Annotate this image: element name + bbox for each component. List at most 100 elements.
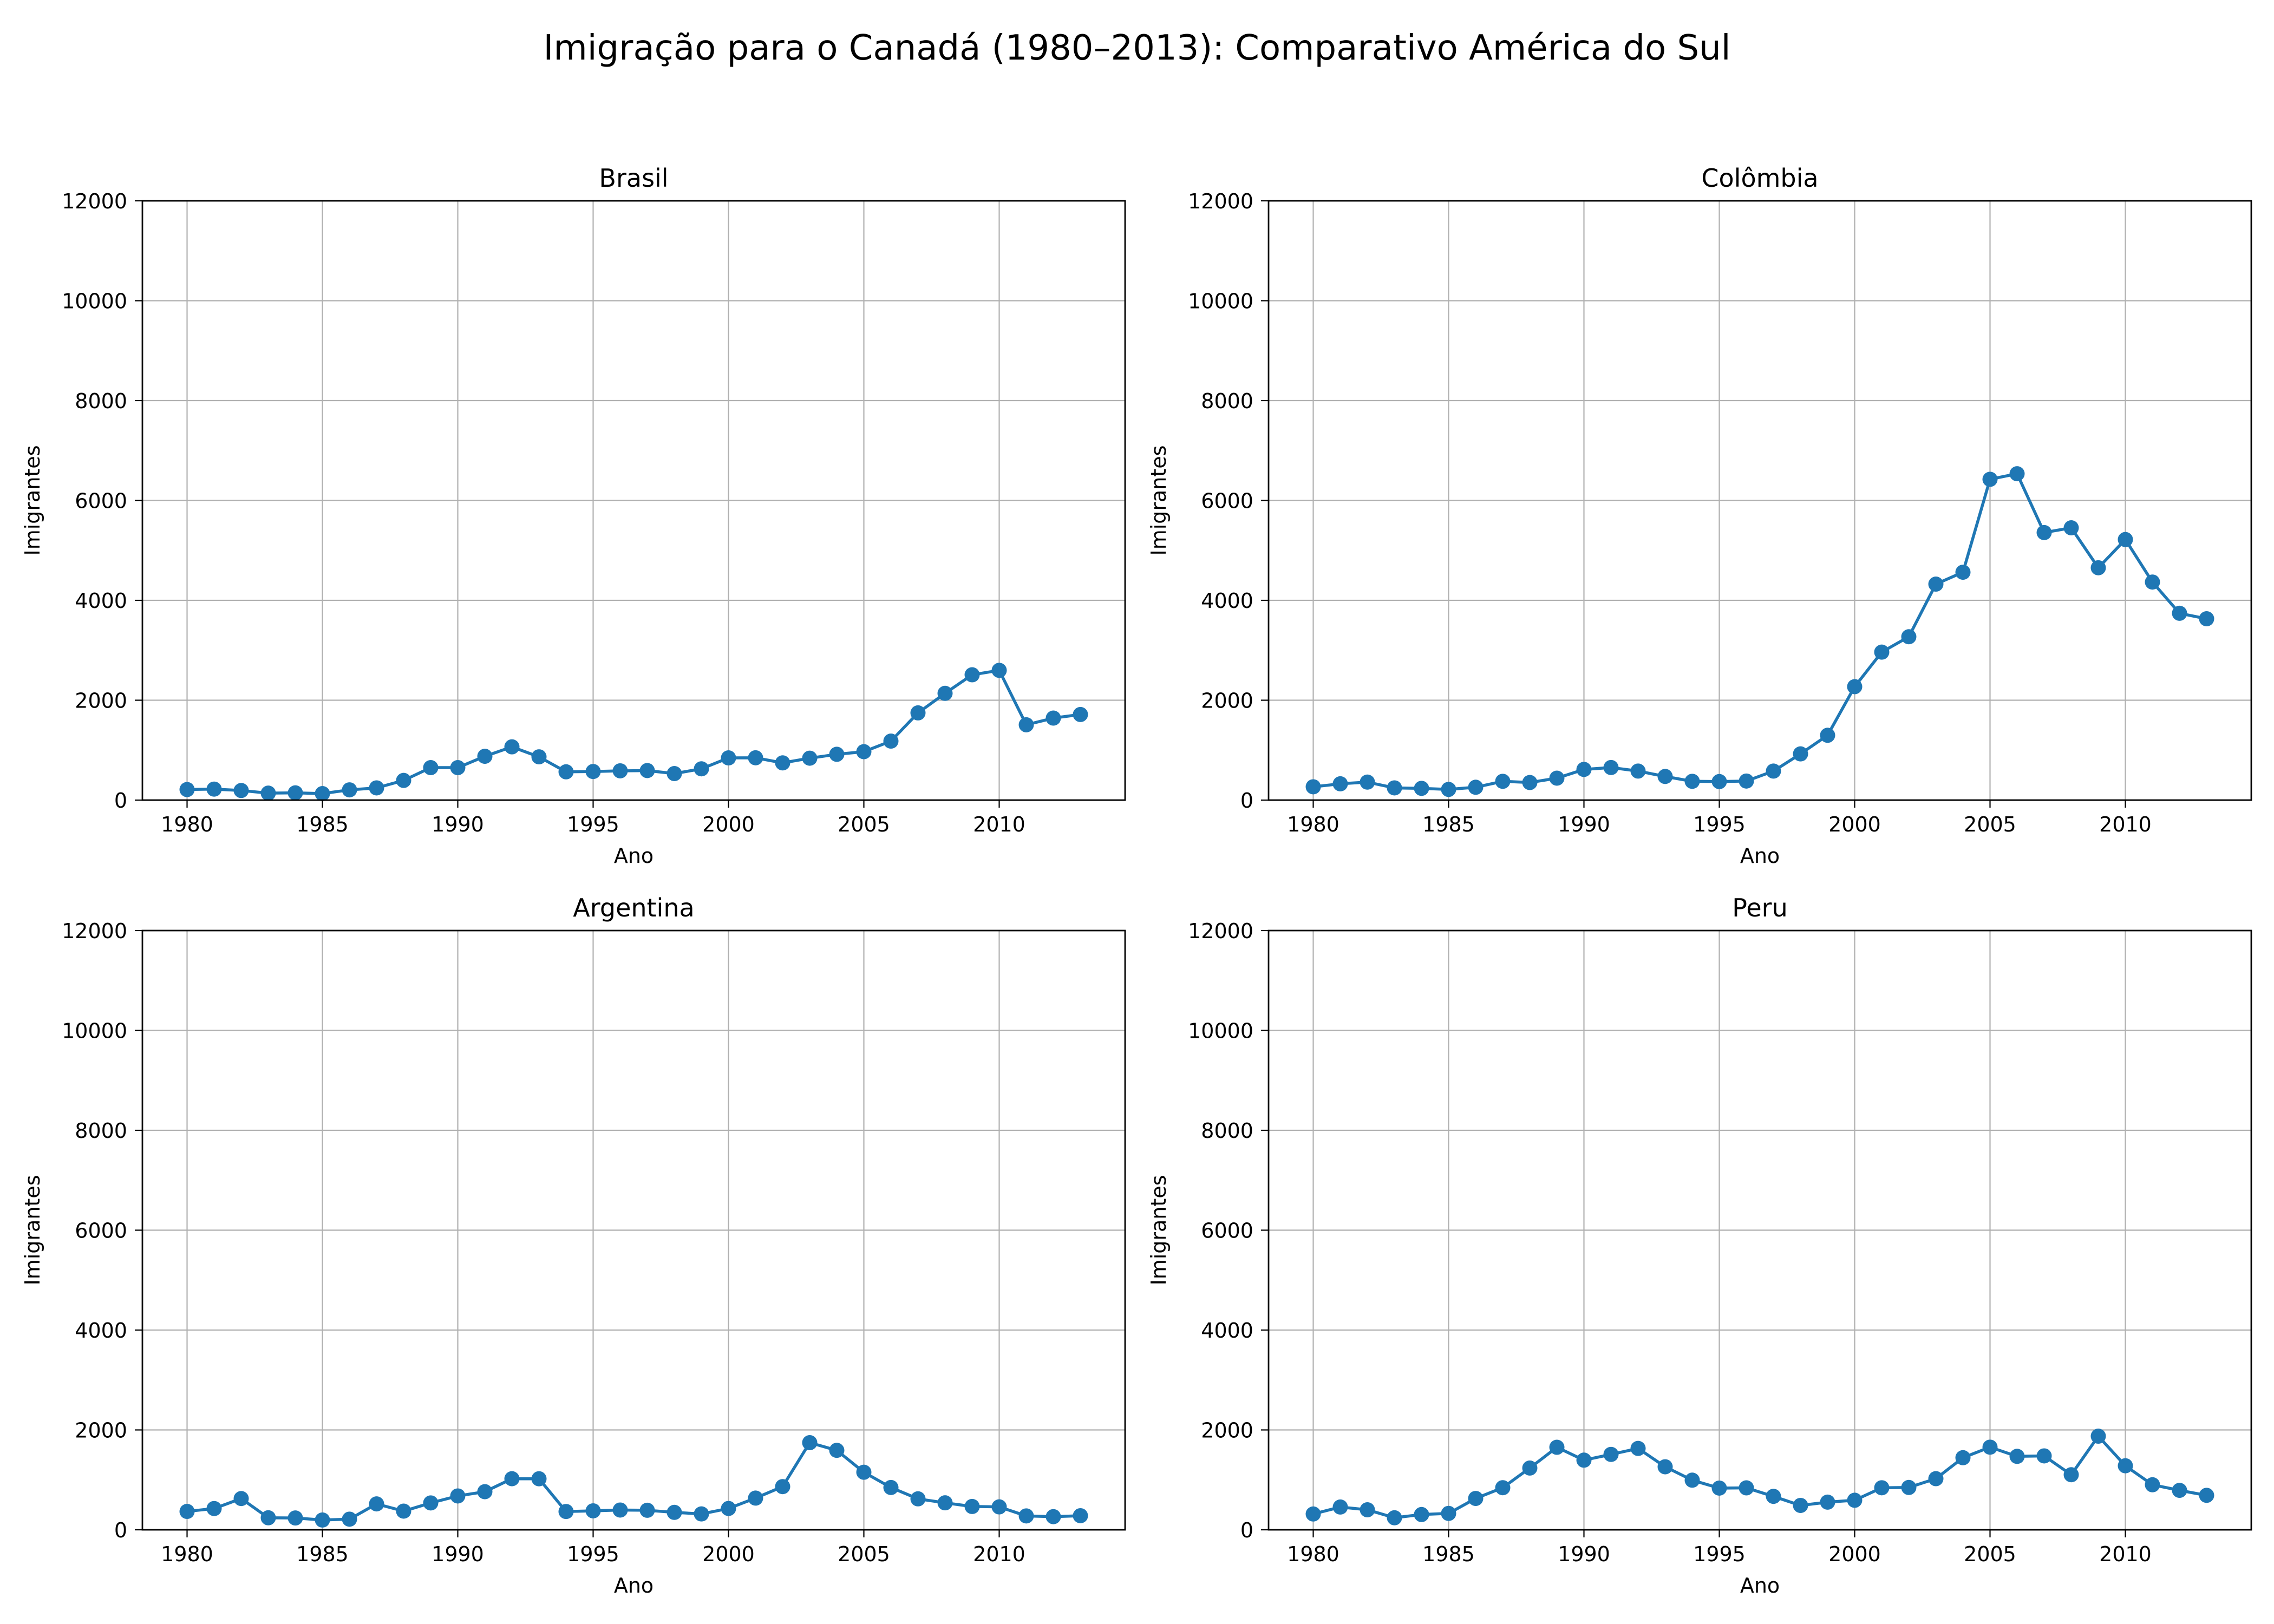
y-tick-label: 6000: [75, 1219, 127, 1243]
y-tick-label: 0: [1240, 789, 1253, 813]
data-point: [1657, 769, 1673, 784]
x-tick-label: 2010: [2099, 813, 2152, 836]
y-tick-label: 2000: [1201, 1419, 1253, 1443]
data-point: [1874, 644, 1890, 660]
y-tick-label: 0: [114, 1518, 127, 1542]
series-line-peru: [1311, 1435, 2208, 1520]
data-point: [748, 1490, 763, 1506]
data-point: [1901, 1479, 1917, 1495]
data-point: [1711, 1480, 1727, 1496]
data-point: [937, 1495, 953, 1511]
y-tick-label: 2000: [1201, 689, 1253, 713]
data-point: [1045, 1509, 1061, 1524]
data-point: [2009, 466, 2025, 482]
data-point: [639, 763, 655, 778]
data-point: [1847, 679, 1863, 695]
data-point: [1576, 762, 1592, 777]
y-tick-label: 0: [1240, 1518, 1253, 1542]
y-axis-label: Imigrantes: [21, 446, 44, 556]
data-point: [1955, 1450, 1971, 1465]
chart-argentina: 1980 1985 1990 1995 2000 2005 2010 0 2000 4000 600…: [21, 893, 1126, 1597]
y-tick-label: 2000: [75, 1419, 127, 1443]
data-point: [1332, 776, 1348, 791]
data-point: [1073, 706, 1088, 722]
data-point: [315, 786, 330, 802]
data-point: [829, 746, 845, 762]
data-point: [1982, 472, 1998, 487]
data-point: [856, 744, 872, 759]
data-point: [450, 760, 466, 776]
data-point: [1414, 1507, 1429, 1522]
data-point: [1874, 1480, 1890, 1496]
y-tick-label: 12000: [1188, 189, 1253, 213]
x-tick-label: 1990: [432, 1542, 484, 1566]
x-tick-label: 2010: [973, 1542, 1025, 1566]
data-point: [1360, 1502, 1375, 1518]
data-point: [1766, 1489, 1781, 1504]
data-point: [937, 685, 953, 701]
y-tick-label: 6000: [75, 489, 127, 513]
data-point: [206, 1501, 222, 1516]
data-point: [396, 1503, 411, 1519]
y-tick-label: 8000: [75, 1119, 127, 1143]
y-tick-label: 4000: [1201, 589, 1253, 613]
panel-title: Peru: [1732, 893, 1787, 922]
x-tick-label: 1995: [1693, 813, 1746, 836]
y-tick-label: 12000: [62, 919, 127, 943]
data-point: [775, 755, 790, 771]
data-point: [1739, 773, 1754, 789]
data-point: [1549, 770, 1565, 786]
data-point: [206, 781, 222, 797]
data-point: [829, 1443, 845, 1458]
data-point: [1603, 759, 1619, 775]
data-point: [1630, 1440, 1646, 1456]
x-tick-label: 2005: [838, 1542, 890, 1566]
data-point: [612, 1502, 628, 1518]
data-point: [1711, 774, 1727, 789]
y-tick-label: 4000: [75, 589, 127, 613]
data-point: [1576, 1452, 1592, 1468]
data-point: [1820, 1494, 1835, 1510]
data-point: [369, 1496, 384, 1512]
data-point: [1522, 1460, 1538, 1476]
series-line-argentina: [185, 1441, 1082, 1522]
data-point: [1387, 780, 1402, 796]
data-point: [1441, 1505, 1456, 1521]
data-point: [1684, 774, 1700, 789]
x-tick-label: 2005: [1964, 1542, 2016, 1566]
data-point: [1045, 710, 1061, 726]
x-tick-label: 1990: [1558, 1542, 1610, 1566]
y-tick-label: 4000: [75, 1319, 127, 1343]
y-axis-label: Imigrantes: [1147, 446, 1171, 556]
data-point: [883, 734, 899, 749]
y-tick-label: 10000: [1188, 290, 1253, 313]
x-tick-label: 2000: [702, 813, 755, 836]
data-point: [1901, 629, 1917, 645]
data-point: [802, 750, 818, 766]
data-point: [531, 749, 547, 765]
data-point: [694, 761, 709, 777]
data-point: [1739, 1480, 1754, 1496]
y-axis-label: Imigrantes: [1147, 1175, 1171, 1286]
x-axis-label: Ano: [1740, 1574, 1780, 1597]
data-point: [666, 766, 682, 782]
data-point: [883, 1479, 899, 1495]
data-point: [856, 1464, 872, 1480]
x-tick-label: 2005: [838, 813, 890, 836]
y-tick-label: 8000: [75, 389, 127, 413]
data-point: [2199, 611, 2214, 627]
x-tick-label: 2000: [1828, 1542, 1881, 1566]
x-tick-label: 1990: [1558, 813, 1610, 836]
data-point: [748, 750, 763, 765]
data-point: [775, 1479, 790, 1495]
data-point: [1820, 728, 1835, 743]
chart-colombia: 1980 1985 1990 1995 2000 2005 2010 0 2000 4000 600…: [1147, 163, 2252, 868]
data-point: [1468, 780, 1484, 795]
data-point: [1387, 1510, 1402, 1525]
x-axis-label: Ano: [614, 1574, 654, 1597]
data-point: [1441, 782, 1456, 797]
data-point: [342, 1511, 357, 1527]
data-point: [1766, 763, 1781, 779]
